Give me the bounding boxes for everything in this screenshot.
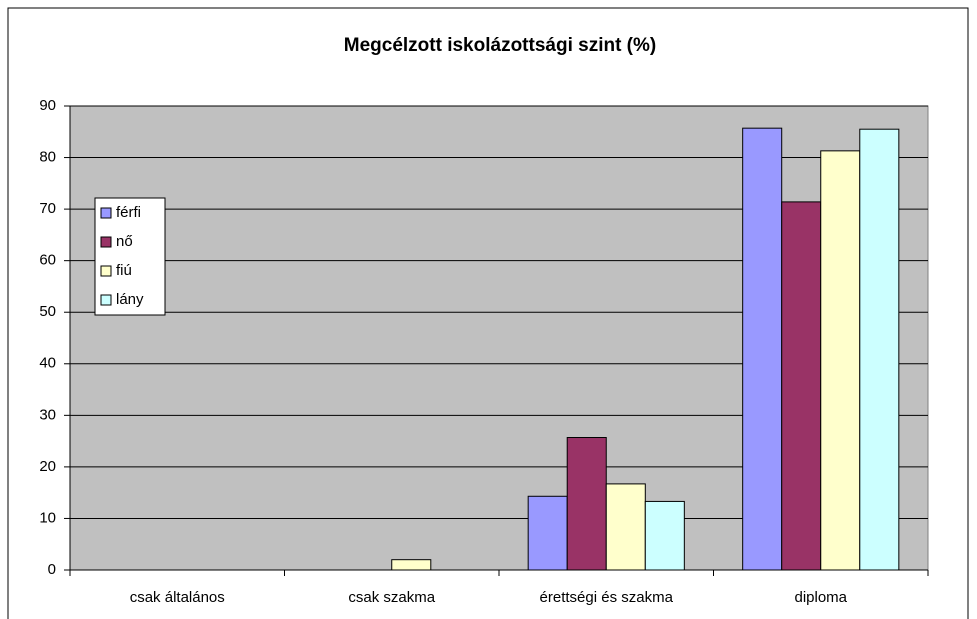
y-tick-label: 10: [39, 509, 56, 526]
y-tick-label: 70: [39, 200, 56, 217]
legend-label: férfi: [116, 204, 141, 221]
legend-label: nő: [116, 233, 133, 250]
bar: [820, 150, 861, 571]
legend-label: lány: [116, 291, 144, 308]
y-tick-label: 0: [48, 561, 56, 578]
y-tick-label: 40: [39, 355, 56, 372]
y-tick-label: 50: [39, 303, 56, 320]
bar: [644, 500, 685, 571]
y-tick-label: 90: [39, 97, 56, 114]
x-tick-label: csak szakma: [348, 589, 435, 606]
y-tick-label: 80: [39, 149, 56, 166]
bar: [391, 559, 432, 571]
bar: [527, 495, 568, 571]
x-tick-label: diploma: [794, 589, 847, 606]
legend-swatch: [100, 236, 112, 248]
legend-label: fiú: [116, 262, 132, 279]
legend-swatch: [100, 207, 112, 219]
y-tick-label: 20: [39, 458, 56, 475]
x-tick-label: csak általános: [130, 589, 225, 606]
y-tick-label: 60: [39, 252, 56, 269]
bar: [781, 201, 822, 571]
y-tick-label: 30: [39, 406, 56, 423]
bar: [566, 437, 607, 571]
bar: [742, 127, 783, 571]
legend-swatch: [100, 294, 112, 306]
chart-title: Megcélzott iskolázottsági szint (%): [344, 35, 656, 56]
bar: [605, 483, 646, 571]
x-tick-label: érettségi és szakma: [540, 589, 674, 606]
legend-swatch: [100, 265, 112, 277]
bar: [859, 128, 900, 571]
